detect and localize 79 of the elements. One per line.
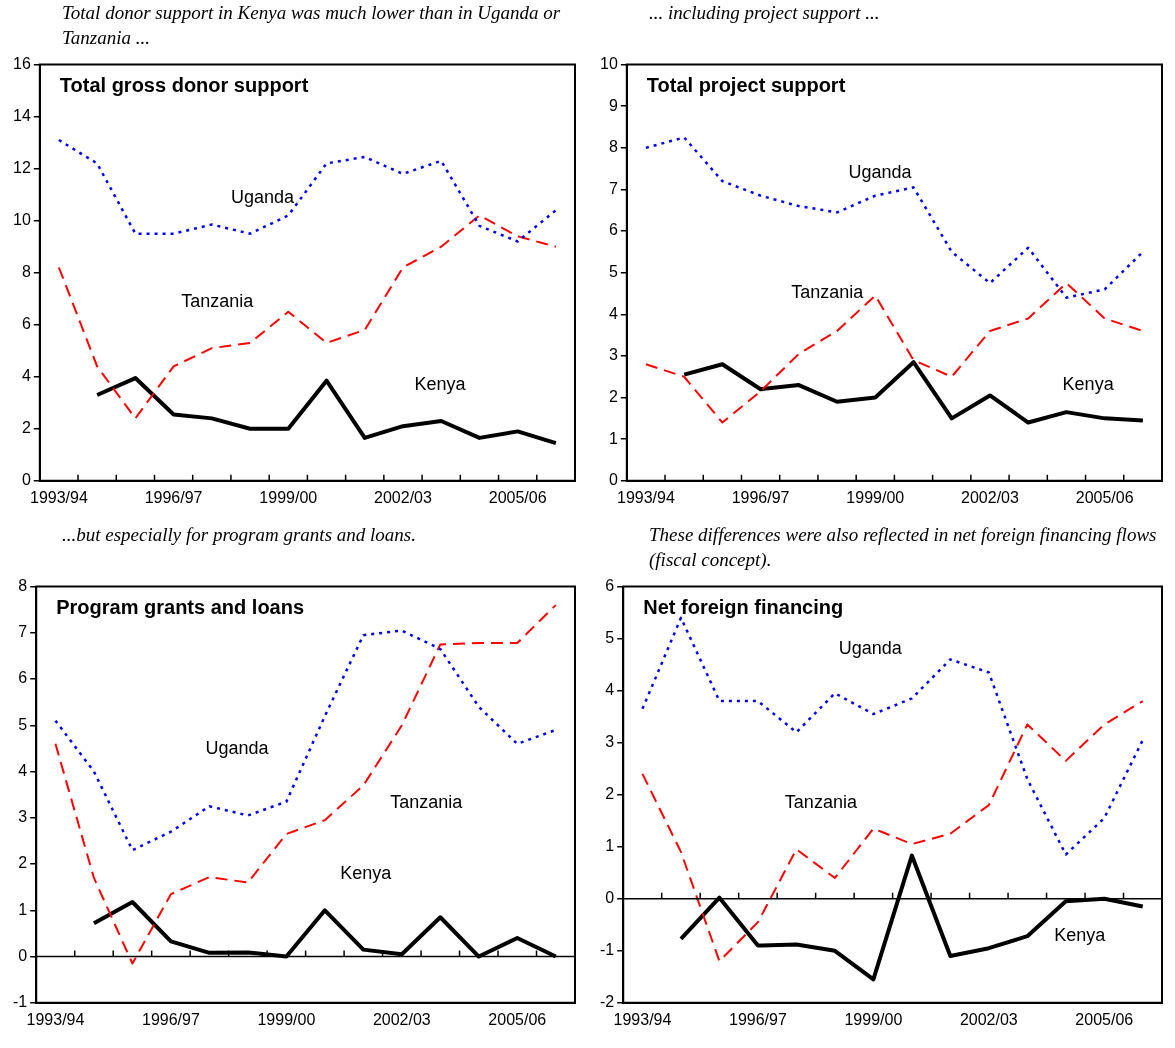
x-tick-label: 1996/97 — [729, 1010, 787, 1028]
y-tick-label: 10 — [600, 55, 618, 73]
x-tick-label: 1996/97 — [731, 488, 790, 506]
series-label: Kenya — [1062, 374, 1115, 395]
y-tick-label: 4 — [608, 304, 618, 322]
series-label: Kenya — [414, 374, 467, 395]
x-tick-label: 1996/97 — [142, 1010, 200, 1028]
series-label: Uganda — [848, 161, 913, 182]
y-tick-label: 4 — [21, 367, 31, 385]
y-tick-label: 6 — [21, 315, 31, 333]
y-tick-label: 0 — [605, 889, 615, 907]
y-tick-label: -1 — [599, 941, 615, 959]
x-tick-label: 2005/06 — [488, 1010, 547, 1028]
text: Net foreign financing — [643, 596, 844, 619]
x-tick-label: 2002/03 — [372, 1010, 431, 1028]
y-tick-label: 6 — [608, 221, 618, 239]
x-tick-label: 2005/06 — [1075, 488, 1134, 506]
y-tick-label: 3 — [18, 808, 28, 826]
text: Total donor support in Kenya was much lower than in Uganda or Tanzania ... — [62, 1, 562, 50]
series-label: Tanzania — [181, 290, 255, 311]
series-label: Uganda — [838, 638, 903, 658]
y-tick-label: 0 — [608, 471, 618, 489]
series-label: Uganda — [205, 737, 270, 758]
x-tick-label: 2005/06 — [488, 488, 547, 506]
y-tick-label: 0 — [21, 471, 31, 489]
text: Total project support — [646, 74, 846, 97]
y-tick-label: 0 — [18, 946, 28, 964]
y-tick-label: 10 — [13, 211, 31, 229]
x-tick-label: 1993/94 — [26, 1010, 85, 1028]
x-tick-label: 1993/94 — [29, 488, 88, 506]
y-tick-label: 2 — [18, 854, 28, 872]
y-tick-label: 1 — [18, 900, 28, 918]
y-tick-label: 2 — [608, 387, 618, 405]
y-tick-label: 9 — [608, 96, 618, 114]
y-tick-label: 1 — [605, 837, 615, 855]
series-label: Kenya — [1054, 925, 1107, 946]
y-tick-label: 4 — [605, 681, 615, 699]
y-tick-label: 5 — [18, 715, 28, 733]
x-tick-label: 2002/03 — [374, 488, 432, 506]
y-tick-label: 16 — [13, 55, 31, 73]
y-tick-label: -2 — [599, 993, 615, 1011]
x-tick-label: 1999/00 — [844, 1010, 903, 1028]
y-tick-label: 7 — [18, 623, 28, 641]
y-tick-label: 3 — [605, 733, 615, 751]
y-tick-label: 6 — [605, 577, 615, 595]
x-tick-label: 1996/97 — [144, 488, 203, 506]
y-tick-label: 5 — [608, 263, 618, 281]
x-tick-label: 1993/94 — [613, 1010, 672, 1028]
y-tick-label: 5 — [605, 629, 615, 647]
y-tick-label: 2 — [605, 785, 615, 803]
x-tick-label: 2002/03 — [961, 488, 1019, 506]
y-tick-label: 6 — [18, 669, 28, 687]
series-label: Uganda — [230, 186, 295, 207]
text: ... including project support ... — [649, 1, 881, 25]
series-label: Tanzania — [784, 791, 858, 812]
y-tick-label: 3 — [608, 346, 618, 364]
y-tick-label: 7 — [608, 179, 618, 197]
text: These differences were also reflected in net foreign financing flows (fiscal concept). — [649, 523, 1158, 572]
series-label: Tanzania — [791, 282, 865, 303]
y-tick-label: 14 — [13, 107, 31, 125]
series-label: Kenya — [340, 862, 393, 883]
text: ...but especially for program grants and loans. — [62, 523, 417, 547]
x-tick-label: 1999/00 — [846, 488, 905, 506]
y-tick-label: 4 — [18, 761, 28, 779]
y-tick-label: -1 — [12, 993, 28, 1011]
y-tick-label: 8 — [608, 138, 618, 156]
x-tick-label: 2002/03 — [959, 1010, 1018, 1028]
series-label: Tanzania — [390, 791, 464, 812]
y-tick-label: 1 — [608, 429, 618, 447]
y-tick-label: 12 — [13, 159, 31, 177]
y-tick-label: 8 — [18, 577, 28, 595]
x-tick-label: 2005/06 — [1075, 1010, 1134, 1028]
y-tick-label: 8 — [21, 263, 31, 281]
x-tick-label: 1999/00 — [257, 1010, 316, 1028]
y-tick-label: 2 — [21, 419, 31, 437]
text: Total gross donor support — [59, 74, 309, 97]
x-tick-label: 1993/94 — [616, 488, 675, 506]
text: Program grants and loans — [56, 596, 305, 619]
x-tick-label: 1999/00 — [259, 488, 318, 506]
